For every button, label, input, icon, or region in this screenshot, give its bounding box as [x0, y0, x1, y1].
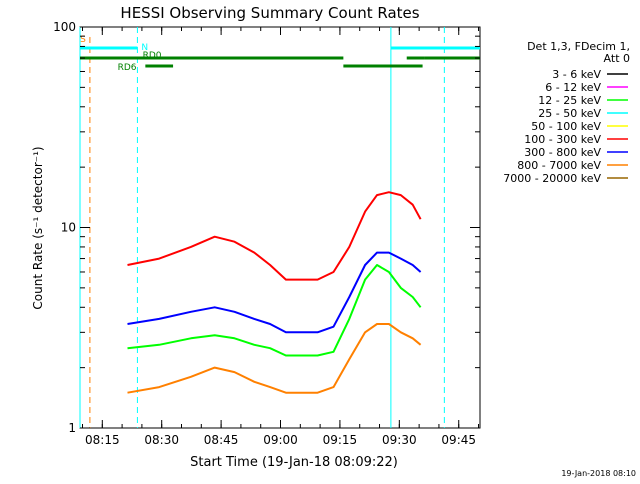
plot-frame	[79, 26, 481, 429]
series-line-3	[127, 323, 422, 394]
legend-header-0: Det 1,3, FDecim 1,	[527, 40, 630, 53]
x-tick-label-6: 09:45	[441, 433, 476, 447]
y-axis-label: Count Rate (s⁻¹ detector⁻¹)	[31, 146, 45, 309]
legend-label-2: 12 - 25 keV	[538, 94, 601, 107]
series-line-1	[127, 251, 422, 334]
x-tick-label-2: 08:45	[204, 433, 239, 447]
saa-flag-label: S	[80, 35, 86, 45]
legend-label-1: 6 - 12 keV	[545, 81, 601, 94]
y-tick-label-1: 10	[61, 221, 76, 235]
legend-label-8: 7000 - 20000 keV	[503, 172, 601, 185]
x-tick-label-1: 08:30	[144, 433, 179, 447]
rd0-flag-label: RD0	[143, 51, 162, 61]
legend-header-1: Att 0	[604, 52, 630, 65]
legend-label-7: 800 - 7000 keV	[517, 159, 601, 172]
series-line-2	[127, 264, 422, 357]
x-tick-label-5: 09:30	[382, 433, 417, 447]
x-tick-label-3: 09:00	[263, 433, 298, 447]
legend-label-4: 50 - 100 keV	[531, 120, 601, 133]
series-line-0	[127, 191, 422, 281]
chart-title: HESSI Observing Summary Count Rates	[120, 4, 419, 22]
legend-label-3: 25 - 50 keV	[538, 107, 601, 120]
night-flag-label: N	[141, 43, 148, 53]
x-tick-label-4: 09:15	[323, 433, 358, 447]
y-tick-label-0: 1	[68, 421, 76, 435]
footer-timestamp: 19-Jan-2018 08:10	[561, 469, 636, 478]
rd6-flag-label: RD6	[118, 63, 137, 73]
y-tick-label-2: 100	[53, 20, 76, 34]
legend-label-0: 3 - 6 keV	[552, 68, 601, 81]
x-axis-label: Start Time (19-Jan-18 08:09:22)	[190, 455, 398, 470]
x-tick-label-0: 08:15	[85, 433, 120, 447]
legend-label-5: 100 - 300 keV	[524, 133, 601, 146]
legend-label-6: 300 - 800 keV	[524, 146, 601, 159]
